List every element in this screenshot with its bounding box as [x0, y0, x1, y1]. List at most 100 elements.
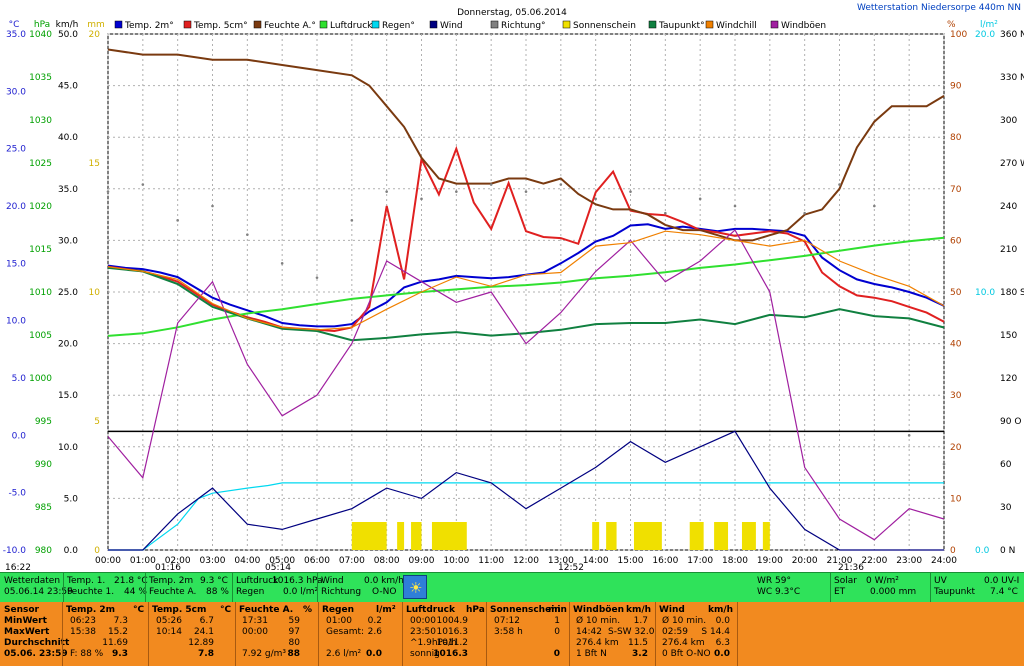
- feuchte-label: Feuchte 1.: [67, 587, 115, 597]
- header-temp5cm-unit: °C: [220, 605, 232, 615]
- stats-cell-r: 2.6: [367, 627, 382, 637]
- stats-cell-b_time: Ø 10 min.: [576, 616, 621, 626]
- stats-cell-w_time: 276.4 km: [662, 638, 705, 648]
- axis-tick-kmh: 5.0: [64, 494, 79, 504]
- legend-label: Temp. 2m°: [124, 21, 174, 31]
- x-tick-label: 11:00: [478, 556, 504, 566]
- stats-cell-label: MinWert: [4, 616, 47, 626]
- legend-label: Wind: [440, 21, 463, 31]
- feuchte-value: 44 %: [124, 587, 147, 597]
- direction-point: [280, 262, 284, 265]
- legend-label: Windchill: [716, 21, 757, 31]
- axis-tick-percent: 50: [950, 288, 962, 298]
- axis-tick-hpa: 985: [35, 503, 52, 513]
- direction-point: [385, 190, 388, 193]
- axis-tick-celsius: 5.0: [12, 374, 27, 384]
- axis-tick-kmh: 25.0: [58, 288, 78, 298]
- x-tick-label: 24:00: [931, 556, 957, 566]
- header-druck: Luftdruck: [406, 605, 455, 615]
- direction-point: [838, 183, 841, 186]
- stats-cell-b: 3.2: [632, 649, 648, 659]
- axis-tick-lm2: 10.0: [975, 288, 995, 298]
- legend-swatch: [562, 20, 571, 29]
- druck-value: 1016.3 hPa: [272, 576, 323, 586]
- axis-tick-celsius: 15.0: [6, 259, 26, 269]
- axis-tick-hpa: 1040: [29, 30, 52, 40]
- axis-tick-direction: 0 N: [1000, 546, 1015, 556]
- header-temp2m-unit: °C: [133, 605, 145, 615]
- axis-tick-percent: 100: [950, 30, 967, 40]
- wc-label: WC 9.3°C: [757, 587, 801, 597]
- x-tick-label: 10:00: [443, 556, 469, 566]
- axis-tick-hpa: 1010: [29, 288, 52, 298]
- stats-cell-d: 1016.3: [433, 649, 468, 659]
- x-tick-label: 00:00: [95, 556, 121, 566]
- sunshine-bar: [714, 522, 729, 550]
- legend-swatch: [114, 20, 123, 29]
- axis-tick-hpa: 1020: [29, 202, 52, 212]
- header-sonne-unit: min: [548, 605, 567, 615]
- x-tick-label: 15:00: [618, 556, 644, 566]
- wind-value: 0.0 km/h: [364, 576, 404, 586]
- stats-cell-w_time: 0 Bft O-NO: [662, 649, 711, 659]
- temp2m-value: 9.3 °C: [200, 576, 228, 586]
- legend-label: Luftdruck°: [330, 21, 377, 31]
- sunshine-bar: [741, 522, 756, 550]
- temp-value: 21.8 °C: [114, 576, 148, 586]
- axis-tick-direction: 360 N: [1000, 30, 1024, 40]
- direction-point: [106, 190, 110, 193]
- axis-tick-hpa: 1015: [29, 245, 52, 255]
- sunshine-bar: [592, 522, 600, 550]
- x-tick-label: 17:00: [687, 556, 713, 566]
- stats-cell-r_time: Gesamt:: [326, 627, 365, 637]
- legend-swatch: [705, 20, 714, 29]
- axis-tick-lm2: 20.0: [975, 30, 995, 40]
- x-tick-label: 16:00: [652, 556, 678, 566]
- direction-point: [664, 211, 667, 215]
- x-tick-label: 13:00: [548, 556, 574, 566]
- axis-tick-direction: 30: [1000, 503, 1012, 513]
- direction-point: [698, 197, 702, 201]
- sunny-weather-icon: ☀: [403, 575, 427, 599]
- axis-tick-celsius: 0.0: [12, 431, 27, 441]
- series-line: [108, 482, 944, 551]
- direction-point: [315, 276, 319, 279]
- stats-cell-w_time: 02:59: [662, 627, 688, 637]
- stats-cell-w: S 14.4: [701, 627, 730, 637]
- axis-unit-mm: mm: [87, 20, 105, 30]
- wind-label: Wind: [321, 576, 344, 586]
- x-tick-label: 08:00: [374, 556, 400, 566]
- axis-tick-direction: 330 NNW: [1000, 73, 1024, 83]
- stats-cell-t5: 12.89: [188, 638, 214, 648]
- druck-label: Luftdruck: [236, 576, 279, 586]
- axis-tick-percent: 30: [950, 391, 962, 401]
- stats-cell-d_time: 23:50: [410, 627, 436, 637]
- axis-tick-direction: 60: [1000, 460, 1012, 470]
- x-mark-start: 16:22: [5, 563, 31, 572]
- stats-cell-r: 0.2: [367, 616, 382, 626]
- header-druck-unit: hPa: [466, 605, 485, 615]
- direction-point: [559, 183, 563, 186]
- legend-label: Richtung°: [501, 21, 546, 31]
- axis-tick-hpa: 1025: [29, 159, 52, 169]
- status-bar: Wetterdaten 05.06.14 23:59 Temp. 1. 21.8…: [0, 572, 1024, 602]
- direction-point: [733, 204, 737, 208]
- stats-cell-t5_time: 05:26: [156, 616, 182, 626]
- x-tick-label: 04:00: [234, 556, 260, 566]
- direction-point: [873, 204, 876, 208]
- et-label: ET: [834, 587, 846, 597]
- axis-tick-percent: 20: [950, 443, 962, 453]
- axis-tick-direction: 90 O: [1000, 417, 1021, 427]
- stats-cell-t2: 7.3: [113, 616, 128, 626]
- stats-cell-s: 0: [553, 649, 560, 659]
- regen-value: 0.0 l/m²: [283, 587, 319, 597]
- legend-swatch: [429, 20, 438, 29]
- axis-tick-kmh: 30.0: [58, 236, 78, 246]
- legend-label: Sonnenschein: [573, 21, 636, 31]
- axis-tick-hpa: 1000: [29, 374, 52, 384]
- legend-swatch: [319, 20, 328, 29]
- axis-tick-percent: 60: [950, 236, 962, 246]
- axis-unit-lm2: l/m²: [980, 20, 998, 30]
- axis-tick-celsius: -5.0: [8, 489, 26, 499]
- stats-cell-w: 0.0: [714, 649, 730, 659]
